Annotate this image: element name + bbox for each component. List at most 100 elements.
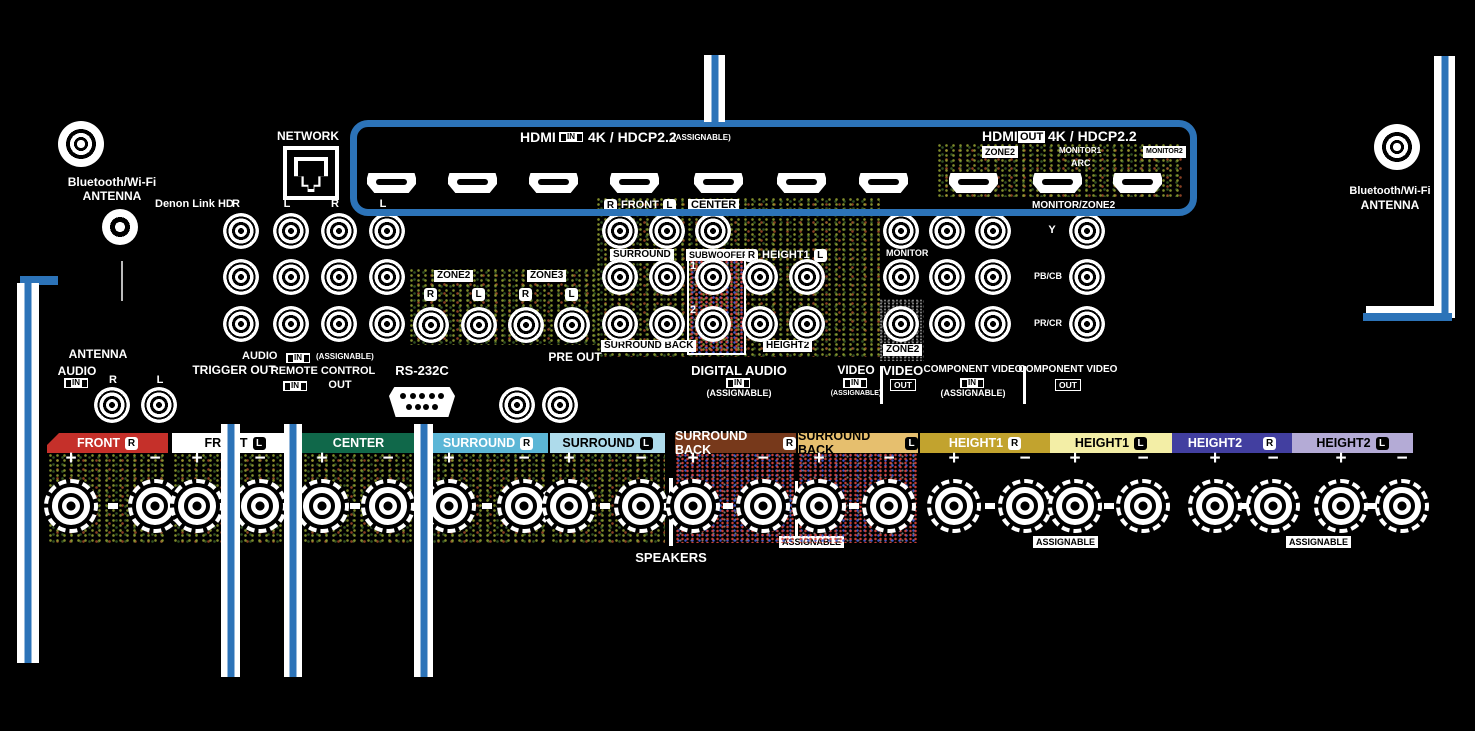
hdmi-monitor2-label: MONITOR2 — [1143, 146, 1186, 158]
plus-mark: + — [443, 448, 455, 469]
rca-jack — [695, 213, 731, 249]
rca-jack — [1069, 259, 1105, 295]
rca-jack — [554, 307, 590, 343]
speaker-label-surround-r: SURROUND R — [428, 433, 548, 453]
minus-mark: − — [757, 448, 769, 469]
speaker-name: SURROUND BACK — [675, 429, 748, 457]
component-out-badge: OUT — [1055, 379, 1081, 391]
rca-jack — [695, 259, 731, 295]
binding-post-front-l — [233, 479, 287, 533]
remote-control-label: REMOTE CONTROL — [270, 365, 376, 377]
component-pr-label: PR/CR — [1033, 318, 1063, 328]
minus-mark: − — [382, 448, 394, 469]
speaker-name: SURROUND BACK — [798, 429, 871, 457]
preout-front-label: R FRONT L — [604, 199, 676, 212]
hdmi-in-badge: IN — [559, 132, 583, 142]
audio-col-r: R — [232, 198, 240, 210]
zone2-r-badge: R — [424, 288, 437, 301]
speaker-name: HEIGHT2 — [1316, 436, 1371, 450]
channel-badge: L — [252, 436, 266, 450]
speaker-label-height1-r: HEIGHT1 R — [920, 433, 1050, 453]
speaker-label-center: CENTER — [302, 433, 415, 453]
speaker-name: HEIGHT1 — [948, 436, 1004, 450]
video-in-label: VIDEO — [837, 363, 875, 377]
rca-jack — [602, 213, 638, 249]
binding-post-surround-back-r — [736, 479, 790, 533]
front-label: FRONT — [621, 198, 659, 211]
antenna-connector-icon — [102, 209, 138, 245]
component-in-label: COMPONENT VIDEO — [923, 364, 1023, 375]
channel-badge: R — [1263, 436, 1277, 450]
digital-audio-label: DIGITAL AUDIO — [691, 363, 787, 378]
hdmi-in-note: (ASSIGNABLE) — [673, 133, 731, 142]
hdmi-cable — [704, 55, 725, 122]
audio-col-l: L — [283, 198, 291, 210]
component-in-badge: IN — [960, 378, 984, 388]
hdmi-in-port — [777, 173, 826, 193]
post-tie — [600, 503, 610, 509]
remote-out-label: OUT — [328, 379, 352, 391]
minus-mark: − — [149, 448, 161, 469]
antenna-text-label: ANTENNA — [68, 347, 128, 361]
antenna-left-label: Bluetooth/Wi-Fi — [67, 175, 157, 189]
network-port — [283, 146, 339, 200]
post-tie — [481, 503, 492, 509]
component-in-assignable: (ASSIGNABLE) — [940, 388, 1006, 398]
channel-badge: L — [1375, 436, 1389, 450]
rca-jack — [649, 306, 685, 342]
antenna-connector-icon — [1374, 124, 1420, 170]
binding-post-height2-l — [1375, 479, 1429, 533]
hdmi-out-port — [949, 173, 998, 193]
binding-post-front-r — [44, 479, 98, 533]
hdmi-in-port — [367, 173, 416, 193]
hdmi-out-label: HDMI — [982, 128, 1018, 144]
antenna-cable — [1434, 56, 1455, 318]
plus-mark: + — [316, 448, 328, 469]
post-tie — [849, 503, 859, 509]
audio-col-l2: L — [379, 198, 387, 210]
rca-jack — [742, 259, 778, 295]
speaker-cable — [284, 424, 302, 677]
plus-mark: + — [563, 448, 575, 469]
hdmi-in-label: HDMI — [520, 129, 556, 145]
speaker-label-surround-back-r: SURROUND BACK R — [675, 429, 796, 457]
digital-audio-in-badge: IN — [726, 378, 750, 388]
hdmi-in-port — [529, 173, 578, 193]
binding-post-surround-l — [542, 479, 596, 533]
zone3-label: ZONE3 — [527, 270, 567, 282]
hdmi-out-badge: OUT — [1017, 130, 1047, 144]
channel-badge: L — [905, 436, 918, 450]
component-y-label: Y — [1048, 224, 1056, 236]
rca-jack — [273, 306, 309, 342]
hdmi-arc-label: ARC — [1071, 158, 1091, 168]
height1-r-badge: R — [745, 249, 758, 262]
rca-jack — [883, 213, 919, 249]
label-divider — [1023, 366, 1026, 404]
rca-jack — [975, 259, 1011, 295]
plus-mark: + — [687, 448, 699, 469]
rca-jack — [1069, 213, 1105, 249]
rca-jack — [369, 213, 405, 249]
speaker-name: HEIGHT1 — [1074, 436, 1130, 450]
hdmi-in-port — [448, 173, 497, 193]
speaker-cable-bend — [20, 276, 58, 285]
denon-link-label: Denon Link HD — [155, 198, 234, 210]
rca-jack — [789, 306, 825, 342]
minus-mark: − — [635, 448, 647, 469]
subwoofer-1-label: 1 — [690, 260, 697, 272]
preout-height1-label: R HEIGHT1 L — [745, 249, 827, 262]
speaker-name: CENTER — [332, 436, 385, 450]
plus-mark: + — [813, 448, 825, 469]
hdmi-in-port — [694, 173, 743, 193]
binding-post-surround-back-l — [792, 479, 846, 533]
plus-mark: + — [65, 448, 77, 469]
binding-post-surround-back-l — [862, 479, 916, 533]
speaker-name: SURROUND — [442, 436, 516, 450]
plus-mark: + — [1335, 448, 1347, 469]
speaker-label-surround-l: SURROUND L — [550, 433, 665, 453]
preout-surround-label: SURROUND — [610, 249, 674, 261]
rj45-jack-inner — [298, 161, 324, 189]
channel-badge: R — [125, 436, 139, 450]
rca-jack — [602, 259, 638, 295]
